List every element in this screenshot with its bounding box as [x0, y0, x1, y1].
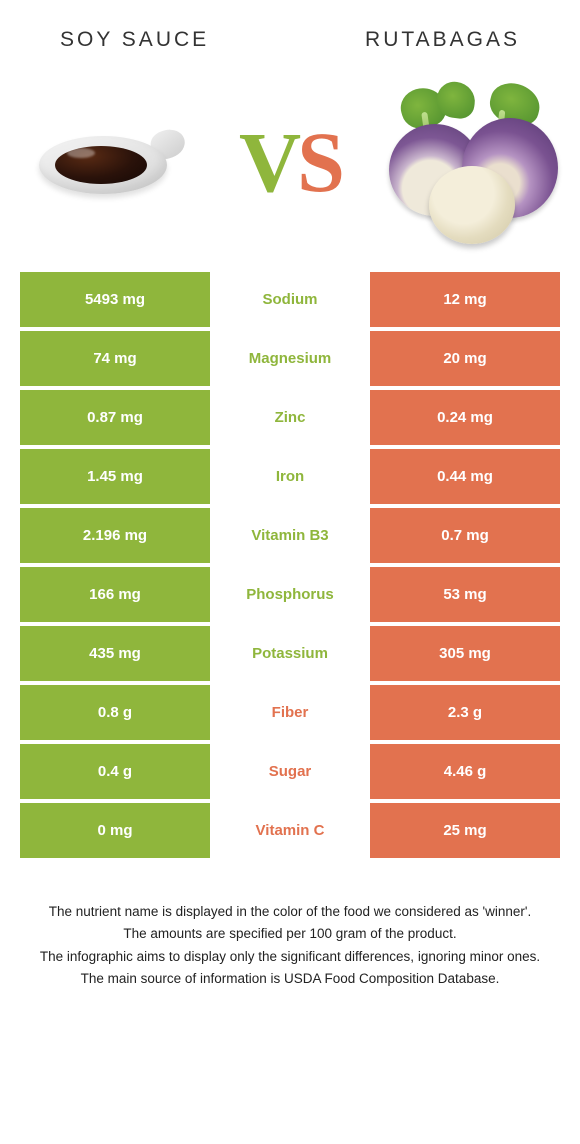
nutrient-name: Sugar	[210, 744, 370, 799]
vs-label: VS	[239, 119, 341, 205]
left-value: 0.4 g	[20, 744, 210, 799]
vs-v: V	[239, 114, 297, 210]
left-value: 5493 mg	[20, 272, 210, 327]
rutabaga-image	[385, 87, 560, 237]
table-row: 0.8 gFiber2.3 g	[20, 685, 560, 740]
title-left: Soy sauce	[60, 28, 209, 52]
right-value: 53 mg	[370, 567, 560, 622]
nutrient-table: 5493 mgSodium12 mg74 mgMagnesium20 mg0.8…	[20, 272, 560, 858]
footnote-line: The amounts are specified per 100 gram o…	[36, 924, 544, 944]
nutrient-name: Vitamin C	[210, 803, 370, 858]
right-value: 12 mg	[370, 272, 560, 327]
right-value: 0.44 mg	[370, 449, 560, 504]
title-row: Soy sauce Rutabagas	[0, 0, 580, 62]
table-row: 2.196 mgVitamin B30.7 mg	[20, 508, 560, 563]
right-value: 0.7 mg	[370, 508, 560, 563]
soy-sauce-image	[20, 87, 195, 237]
table-row: 0.4 gSugar4.46 g	[20, 744, 560, 799]
footnote-line: The nutrient name is displayed in the co…	[36, 902, 544, 922]
left-value: 2.196 mg	[20, 508, 210, 563]
left-value: 1.45 mg	[20, 449, 210, 504]
table-row: 0.87 mgZinc0.24 mg	[20, 390, 560, 445]
footnote-line: The infographic aims to display only the…	[36, 947, 544, 967]
table-row: 0 mgVitamin C25 mg	[20, 803, 560, 858]
nutrient-name: Sodium	[210, 272, 370, 327]
nutrient-name: Fiber	[210, 685, 370, 740]
left-value: 0.8 g	[20, 685, 210, 740]
footnotes: The nutrient name is displayed in the co…	[0, 862, 580, 989]
table-row: 1.45 mgIron0.44 mg	[20, 449, 560, 504]
right-value: 25 mg	[370, 803, 560, 858]
nutrient-name: Potassium	[210, 626, 370, 681]
table-row: 5493 mgSodium12 mg	[20, 272, 560, 327]
right-value: 4.46 g	[370, 744, 560, 799]
left-value: 0.87 mg	[20, 390, 210, 445]
right-value: 2.3 g	[370, 685, 560, 740]
table-row: 166 mgPhosphorus53 mg	[20, 567, 560, 622]
nutrient-name: Phosphorus	[210, 567, 370, 622]
right-value: 0.24 mg	[370, 390, 560, 445]
left-value: 0 mg	[20, 803, 210, 858]
nutrient-name: Vitamin B3	[210, 508, 370, 563]
left-value: 435 mg	[20, 626, 210, 681]
right-value: 20 mg	[370, 331, 560, 386]
nutrient-name: Zinc	[210, 390, 370, 445]
title-right: Rutabagas	[365, 28, 520, 52]
table-row: 74 mgMagnesium20 mg	[20, 331, 560, 386]
vs-s: S	[297, 114, 341, 210]
right-value: 305 mg	[370, 626, 560, 681]
footnote-line: The main source of information is USDA F…	[36, 969, 544, 989]
table-row: 435 mgPotassium305 mg	[20, 626, 560, 681]
left-value: 166 mg	[20, 567, 210, 622]
nutrient-name: Magnesium	[210, 331, 370, 386]
nutrient-name: Iron	[210, 449, 370, 504]
hero-row: VS	[0, 62, 580, 272]
left-value: 74 mg	[20, 331, 210, 386]
